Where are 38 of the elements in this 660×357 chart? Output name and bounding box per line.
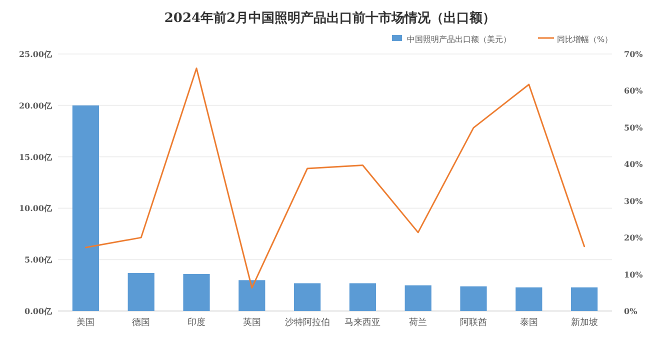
- y2-tick-label: 0%: [624, 306, 638, 316]
- x-tick-label: 美国: [76, 317, 95, 328]
- y2-tick-label: 20%: [624, 232, 644, 243]
- bar: [516, 287, 542, 311]
- x-tick-label: 泰国: [520, 317, 538, 328]
- x-tick-label: 新加坡: [570, 317, 598, 328]
- y2-tick-label: 50%: [624, 122, 644, 132]
- y2-tick-label: 30%: [624, 196, 644, 206]
- x-tick-label: 阿联酋: [460, 317, 487, 328]
- y2-tick-label: 70%: [624, 49, 644, 59]
- x-tick-label: 德国: [132, 317, 150, 328]
- x-tick-label: 印度: [188, 317, 206, 328]
- bar: [404, 285, 432, 311]
- x-tick-label: 马来西亚: [344, 317, 381, 328]
- y2-tick-label: 40%: [624, 159, 644, 170]
- bar: [460, 286, 487, 311]
- bar: [571, 287, 598, 311]
- y-tick-label: 25.00亿: [18, 49, 53, 59]
- bar: [238, 280, 266, 311]
- y-tick-label: 10.00亿: [18, 203, 53, 214]
- bar: [294, 283, 321, 311]
- line-series: [84, 68, 586, 289]
- bar: [72, 105, 99, 311]
- bar: [349, 283, 376, 311]
- bar: [128, 272, 154, 311]
- y-tick-label: 15.00亿: [18, 152, 53, 162]
- bar: [183, 274, 210, 311]
- x-tick-label: 沙特阿拉伯: [284, 317, 330, 328]
- legend-label: 同比增幅（%）: [557, 35, 613, 44]
- y2-tick-label: 10%: [624, 269, 644, 280]
- y-tick-label: 5.00亿: [24, 254, 53, 265]
- x-tick-label: 英国: [242, 317, 261, 328]
- chart-title: 2024年前2月中国照明产品出口前十市场情况（出口额）: [164, 10, 496, 26]
- y-tick-label: 20.00亿: [18, 100, 53, 110]
- y-tick-label: 0.00亿: [24, 306, 53, 316]
- legend-label: 中国照明产品出口额（美元）: [407, 35, 511, 44]
- x-tick-label: 荷兰: [409, 317, 428, 328]
- y2-tick-label: 60%: [624, 86, 644, 96]
